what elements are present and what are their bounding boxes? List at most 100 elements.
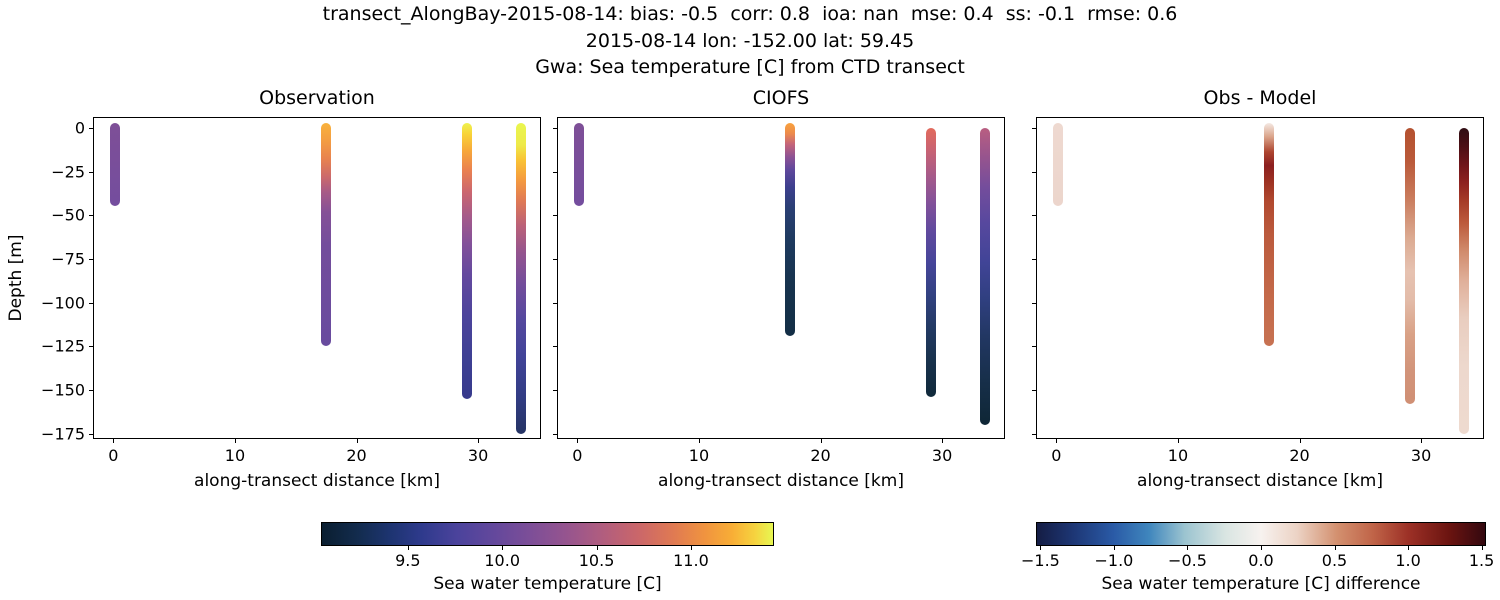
x-tick	[356, 439, 358, 443]
profile-bar	[926, 128, 937, 397]
suptitle-line-1: transect_AlongBay-2015-08-14: bias: -0.5…	[322, 3, 1178, 25]
colorbar-tick	[596, 546, 598, 550]
colorbar-tick	[1040, 546, 1042, 550]
x-tick-label: 0	[1051, 446, 1062, 465]
y-tick	[553, 171, 557, 173]
colorbar	[321, 522, 774, 546]
profile-bar	[1405, 128, 1416, 404]
profile-bar	[979, 128, 990, 425]
y-tick-label: −75	[51, 249, 85, 269]
x-tick	[698, 439, 700, 443]
x-tick	[234, 439, 236, 443]
colorbar-tick-label: 11.0	[673, 551, 709, 570]
y-tick	[1032, 390, 1036, 392]
y-tick	[553, 390, 557, 392]
x-tick-label: 20	[810, 446, 831, 465]
y-tick	[89, 433, 93, 435]
y-tick-label: −175	[41, 424, 85, 444]
x-tick	[1056, 439, 1058, 443]
y-tick	[89, 128, 93, 129]
y-tick-label: −50	[51, 205, 85, 225]
colorbar-label: Sea water temperature [C]	[433, 574, 662, 594]
profile-bar	[109, 123, 120, 207]
y-tick	[553, 128, 557, 129]
colorbar-label: Sea water temperature [C] difference	[1101, 574, 1421, 594]
colorbar-tick-label: 9.5	[395, 551, 421, 570]
colorbar-tick-label: 10.5	[578, 551, 615, 570]
x-tick-label: 20	[346, 446, 367, 465]
suptitle-line-2: 2015-08-14 lon: -152.00 lat: 59.45	[585, 30, 915, 52]
y-tick-label: 0	[74, 118, 85, 138]
colorbar-tick-label: −0.5	[1168, 551, 1207, 570]
y-tick	[89, 215, 93, 217]
colorbar-tick-label: 0.5	[1321, 551, 1348, 570]
y-tick-label: −25	[51, 162, 85, 182]
y-tick	[1032, 215, 1036, 217]
x-axis-label: along-transect distance [km]	[658, 471, 904, 491]
x-tick-label: 30	[467, 446, 489, 465]
y-tick	[1032, 128, 1036, 129]
axes-panel-3	[1036, 117, 1484, 439]
colorbar-tick	[1408, 546, 1410, 550]
y-tick	[89, 390, 93, 392]
y-tick	[89, 171, 93, 173]
x-tick-label: 30	[1410, 446, 1432, 465]
colorbar	[1036, 522, 1486, 546]
y-tick	[553, 346, 557, 348]
y-tick	[89, 259, 93, 261]
panel-title: Observation	[259, 87, 375, 109]
x-tick	[1299, 439, 1301, 443]
y-tick	[89, 302, 93, 304]
colorbar-tick	[502, 546, 504, 550]
x-tick-label: 0	[108, 446, 119, 465]
profile-bar	[515, 123, 526, 434]
colorbar-tick-label: −1.5	[1020, 551, 1060, 570]
axes-panel-1	[93, 117, 541, 439]
colorbar-tick	[1334, 546, 1336, 550]
axes-panel-2	[557, 117, 1005, 439]
x-axis-label: along-transect distance [km]	[194, 471, 440, 491]
y-tick	[1032, 171, 1036, 173]
colorbar-tick-label: 1.5	[1468, 551, 1495, 570]
y-tick-label: −125	[41, 336, 85, 356]
x-tick	[113, 439, 115, 443]
y-tick	[1032, 433, 1036, 435]
y-tick	[1032, 259, 1036, 261]
colorbar-tick	[690, 546, 692, 550]
colorbar-tick-label: 0.0	[1248, 551, 1274, 570]
profile-bar	[1264, 123, 1275, 347]
y-tick	[1032, 302, 1036, 304]
y-tick-label: −100	[41, 293, 85, 313]
x-tick-label: 0	[572, 446, 583, 465]
colorbar-tick	[407, 546, 409, 550]
profile-bar	[1052, 123, 1063, 207]
profile-bar	[1458, 128, 1469, 434]
panel-title: CIOFS	[752, 87, 810, 109]
colorbar-tick-label: 1.0	[1395, 551, 1421, 570]
x-tick-label: 20	[1289, 446, 1310, 465]
x-tick-label: 10	[1167, 446, 1189, 465]
x-tick-label: 10	[688, 446, 710, 465]
y-tick	[553, 433, 557, 435]
x-axis-label: along-transect distance [km]	[1137, 471, 1383, 491]
x-tick	[478, 439, 480, 443]
x-tick	[577, 439, 579, 443]
y-tick	[553, 302, 557, 304]
profile-bar	[462, 123, 473, 399]
y-tick-label: −150	[41, 380, 85, 400]
x-tick-label: 10	[224, 446, 246, 465]
colorbar-tick	[1187, 546, 1189, 550]
x-tick	[1177, 439, 1179, 443]
panel-title: Obs - Model	[1203, 87, 1317, 109]
y-tick	[89, 346, 93, 348]
colorbar-tick-label: 10.0	[484, 551, 520, 570]
colorbar-tick	[1261, 546, 1262, 550]
y-axis-label: Depth [m]	[6, 234, 26, 322]
colorbar-tick	[1481, 546, 1483, 550]
x-tick	[1421, 439, 1423, 443]
profile-bar	[785, 123, 796, 336]
x-tick	[942, 439, 944, 443]
colorbar-tick	[1113, 546, 1115, 550]
x-tick	[820, 439, 822, 443]
